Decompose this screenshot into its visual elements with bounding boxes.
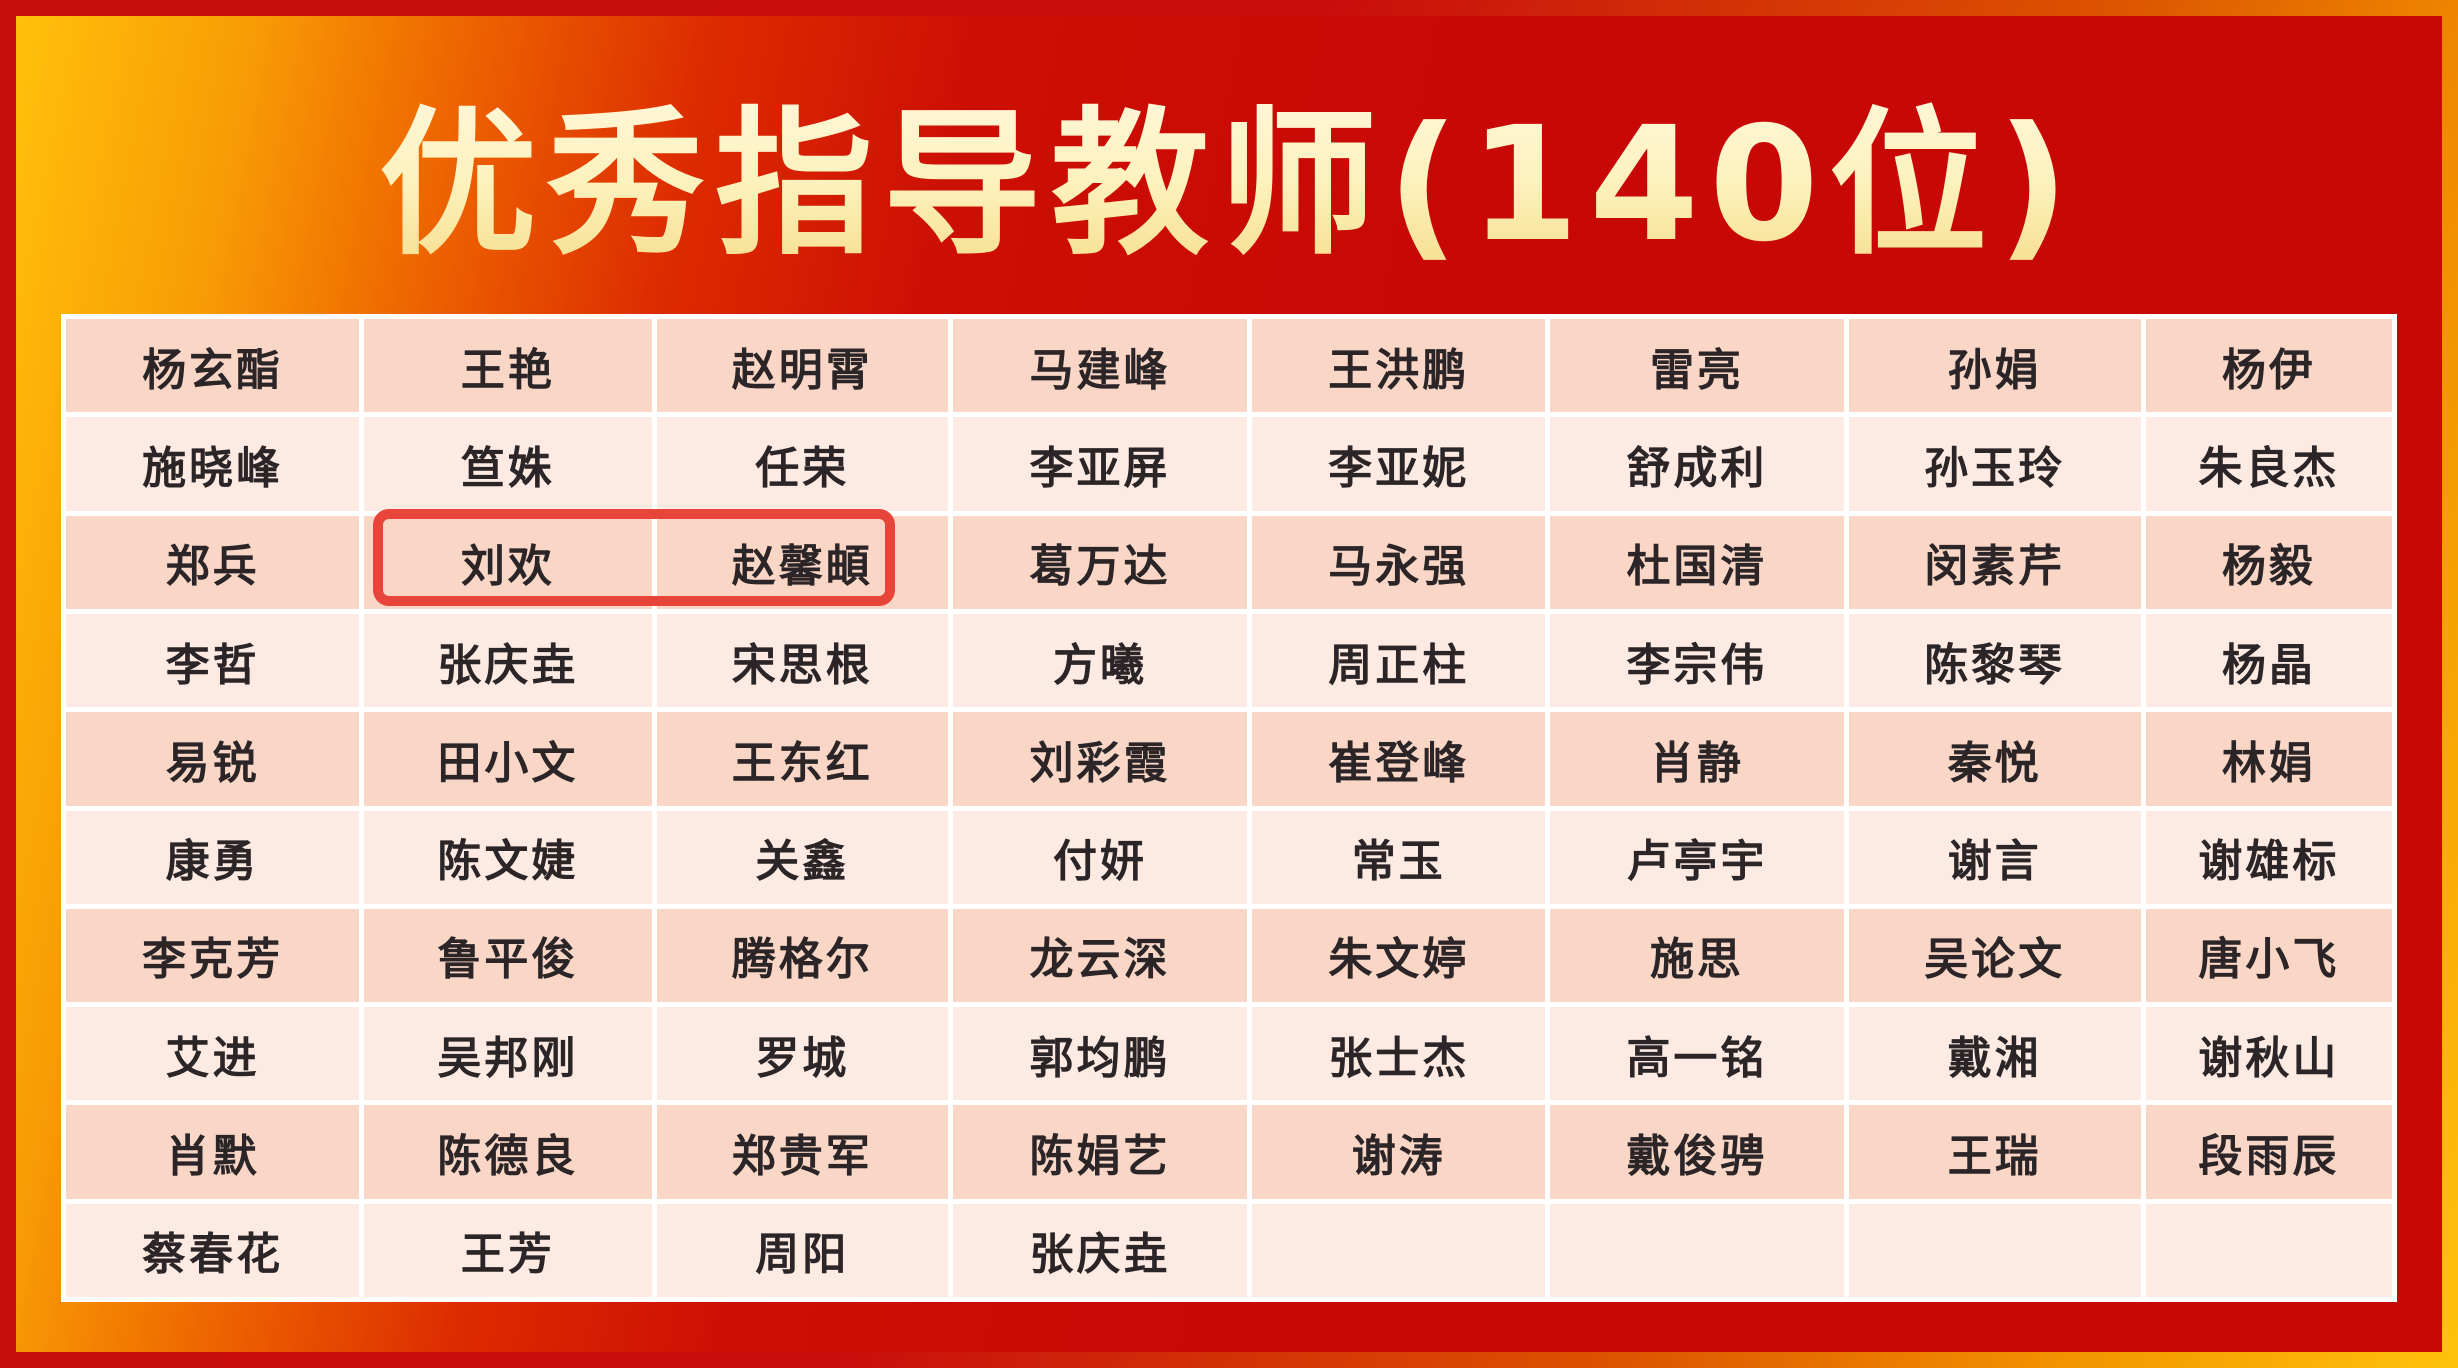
teacher-name-cell: 杨伊: [2145, 319, 2392, 413]
table-row: 艾进 吴邦刚 罗城 郭均鹏 张士杰 高一铭 戴湘 谢秋山: [66, 1007, 2392, 1101]
teacher-name-cell: 肖默: [66, 1105, 360, 1199]
empty-cell: [2145, 1203, 2392, 1297]
teacher-name-cell: 陈娟艺: [952, 1105, 1248, 1199]
teacher-name-cell: 李宗伟: [1550, 613, 1844, 708]
teacher-name-cell: 施晓峰: [66, 417, 360, 511]
teacher-name-cell-highlighted: 刘欢: [364, 515, 652, 609]
table-row: 郑兵 刘欢 赵馨頔 葛万达 马永强 杜国清 闵素芹 杨毅: [66, 515, 2392, 609]
teacher-name-cell: 周阳: [656, 1203, 948, 1297]
teacher-name-cell: 卢亭宇: [1550, 810, 1844, 904]
teacher-name-cell: 龙云深: [952, 908, 1248, 1003]
table-row: 康勇 陈文婕 关鑫 付妍 常玉 卢亭宇 谢言 谢雄标: [66, 810, 2392, 904]
teacher-name-cell: 吴邦刚: [364, 1007, 652, 1101]
teacher-name-cell: 康勇: [66, 810, 360, 904]
teacher-name-cell: 马建峰: [952, 319, 1248, 413]
table-row: 蔡春花 王芳 周阳 张庆垚: [66, 1203, 2392, 1297]
teacher-name-cell: 戴湘: [1848, 1007, 2141, 1101]
teacher-name-cell: 易锐: [66, 712, 360, 806]
empty-cell: [1848, 1203, 2141, 1297]
teacher-name-cell: 蔡春花: [66, 1203, 360, 1297]
teacher-name-cell: 段雨辰: [2145, 1105, 2392, 1199]
teacher-name-cell: 吴论文: [1848, 908, 2141, 1003]
teacher-name-cell: 肖静: [1550, 712, 1844, 806]
teacher-name-cell: 王洪鹏: [1252, 319, 1546, 413]
teacher-name-cell: 罗城: [656, 1007, 948, 1101]
table-row: 李克芳 鲁平俊 腾格尔 龙云深 朱文婷 施思 吴论文 唐小飞: [66, 908, 2392, 1003]
table-row: 杨玄酯 王艳 赵明霄 马建峰 王洪鹏 雷亮 孙娟 杨伊: [66, 319, 2392, 413]
teacher-name-cell: 谢言: [1848, 810, 2141, 904]
teacher-name-cell: 陈文婕: [364, 810, 652, 904]
teacher-name-cell: 朱良杰: [2145, 417, 2392, 511]
teacher-name-cell: 任荣: [656, 417, 948, 511]
teacher-name-cell: 郑贵军: [656, 1105, 948, 1199]
teacher-name-cell: 崔登峰: [1252, 712, 1546, 806]
table-row: 李哲 张庆垚 宋思根 方曦 周正柱 李宗伟 陈黎琴 杨晶: [66, 613, 2392, 708]
teacher-name-cell: 李克芳: [66, 908, 360, 1003]
teacher-name-cell: 唐小飞: [2145, 908, 2392, 1003]
teacher-name-cell: 雷亮: [1550, 319, 1844, 413]
teacher-name-cell: 舒成利: [1550, 417, 1844, 511]
teacher-name-cell: 杨毅: [2145, 515, 2392, 609]
teacher-name-cell: 腾格尔: [656, 908, 948, 1003]
teacher-name-cell: 王东红: [656, 712, 948, 806]
teacher-name-cell: 谢雄标: [2145, 810, 2392, 904]
teacher-name-cell: 王艳: [364, 319, 652, 413]
teacher-name-cell: 周正柱: [1252, 613, 1546, 708]
teacher-name-cell: 杨玄酯: [66, 319, 360, 413]
teacher-name-cell: 郑兵: [66, 515, 360, 609]
teacher-name-cell: 陈德良: [364, 1105, 652, 1199]
teacher-name-cell: 林娟: [2145, 712, 2392, 806]
empty-cell: [1252, 1203, 1546, 1297]
table-row: 肖默 陈德良 郑贵军 陈娟艺 谢涛 戴俊骋 王瑞 段雨辰: [66, 1105, 2392, 1199]
teacher-name-cell: 田小文: [364, 712, 652, 806]
teacher-name-cell: 秦悦: [1848, 712, 2141, 806]
teacher-name-cell: 郭均鹏: [952, 1007, 1248, 1101]
teacher-name-cell: 葛万达: [952, 515, 1248, 609]
teacher-name-cell: 孙娟: [1848, 319, 2141, 413]
teacher-name-cell: 张庆垚: [364, 613, 652, 708]
teacher-name-cell: 戴俊骋: [1550, 1105, 1844, 1199]
teacher-name-cell: 谢秋山: [2145, 1007, 2392, 1101]
empty-cell: [1550, 1203, 1844, 1297]
teacher-name-cell: 鲁平俊: [364, 908, 652, 1003]
teacher-name-cell: 艾进: [66, 1007, 360, 1101]
table-row: 易锐 田小文 王东红 刘彩霞 崔登峰 肖静 秦悦 林娟: [66, 712, 2392, 806]
teacher-name-cell: 陈黎琴: [1848, 613, 2141, 708]
teacher-name-cell: 付妍: [952, 810, 1248, 904]
teacher-name-cell: 李亚妮: [1252, 417, 1546, 511]
teacher-name-cell: 杨晶: [2145, 613, 2392, 708]
table-row: 施晓峰 笪姝 任荣 李亚屏 李亚妮 舒成利 孙玉玲 朱良杰: [66, 417, 2392, 511]
teacher-name-cell: 李亚屏: [952, 417, 1248, 511]
teacher-name-cell: 刘彩霞: [952, 712, 1248, 806]
teacher-name-cell: 马永强: [1252, 515, 1546, 609]
teacher-name-cell: 闵素芹: [1848, 515, 2141, 609]
teacher-name-cell-highlighted: 赵馨頔: [656, 515, 948, 609]
teacher-name-cell: 谢涛: [1252, 1105, 1546, 1199]
teacher-name-cell: 赵明霄: [656, 319, 948, 413]
teacher-name-cell: 朱文婷: [1252, 908, 1546, 1003]
teacher-name-cell: 关鑫: [656, 810, 948, 904]
teacher-name-cell: 张士杰: [1252, 1007, 1546, 1101]
teacher-name-cell: 李哲: [66, 613, 360, 708]
teacher-name-cell: 方曦: [952, 613, 1248, 708]
teacher-table: 杨玄酯 王艳 赵明霄 马建峰 王洪鹏 雷亮 孙娟 杨伊 施晓峰 笪姝 任荣 李亚…: [61, 314, 2397, 1302]
teacher-name-cell: 施思: [1550, 908, 1844, 1003]
teacher-name-cell: 常玉: [1252, 810, 1546, 904]
page-title: 优秀指导教师(140位): [16, 44, 2442, 296]
teacher-name-cell: 孙玉玲: [1848, 417, 2141, 511]
teacher-name-cell: 王瑞: [1848, 1105, 2141, 1199]
teacher-name-cell: 笪姝: [364, 417, 652, 511]
teacher-name-cell: 张庆垚: [952, 1203, 1248, 1297]
teacher-name-cell: 宋思根: [656, 613, 948, 708]
teacher-name-cell: 高一铭: [1550, 1007, 1844, 1101]
teacher-name-cell: 杜国清: [1550, 515, 1844, 609]
poster-panel: 优秀指导教师(140位) 杨玄酯 王艳 赵明霄 马建峰 王洪鹏 雷亮 孙娟 杨伊…: [16, 16, 2442, 1352]
teacher-name-cell: 王芳: [364, 1203, 652, 1297]
